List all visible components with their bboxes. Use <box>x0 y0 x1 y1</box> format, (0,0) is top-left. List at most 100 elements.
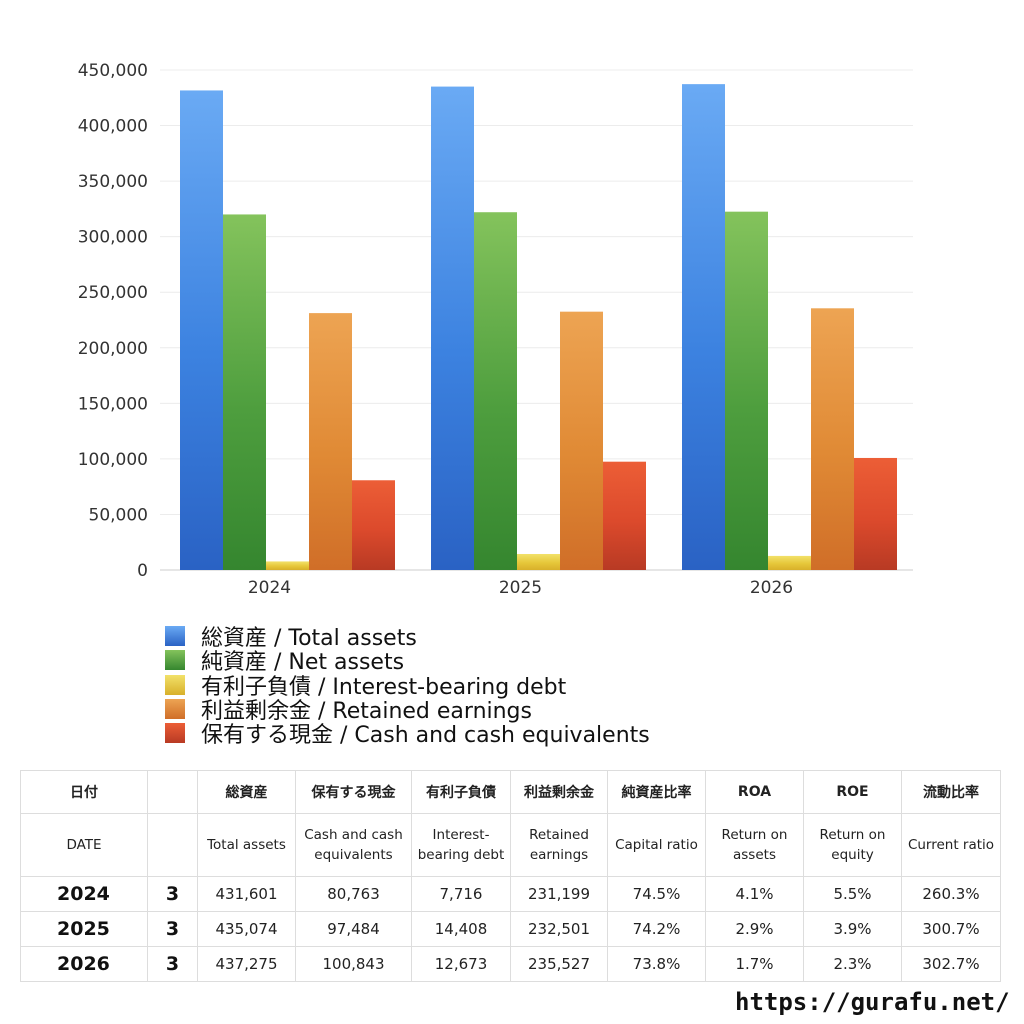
table-cell: 2026 <box>20 946 148 982</box>
table-cell: 431,601 <box>197 876 296 912</box>
y-tick-label: 350,000 <box>78 172 148 192</box>
table-cell: 3 <box>147 946 198 982</box>
legend-item: 利益剰余金 / Retained earnings <box>165 697 650 724</box>
y-tick-label: 250,000 <box>78 283 148 303</box>
bar-2026-series-3 <box>811 308 854 570</box>
grid-lines <box>160 69 913 571</box>
legend-swatch <box>165 699 185 720</box>
legend-item: 総資産 / Total assets <box>165 624 650 651</box>
y-tick-label: 150,000 <box>78 394 148 414</box>
table-cell: 100,843 <box>295 946 412 982</box>
legend-label: 有利子負債 / Interest-bearing debt <box>201 674 567 700</box>
bar-2026-series-4 <box>854 457 897 570</box>
bar-2024-series-3 <box>309 313 352 570</box>
table-cell: 97,484 <box>295 911 412 947</box>
legend-label: 保有する現金 / Cash and cash equivalents <box>201 723 650 749</box>
bar-2025-series-2 <box>517 553 560 570</box>
table-cell: 73.8% <box>607 946 706 982</box>
table-cell: 80,763 <box>295 876 412 912</box>
table-header-en: DATE Total assets Cash and cash equivalent… <box>20 813 1001 877</box>
site-url: https://gurafu.net/ <box>735 988 1010 1016</box>
table-cell: Current ratio <box>901 813 1001 877</box>
table-cell: Interest-bearing debt <box>411 813 511 877</box>
table-cell: 3 <box>147 911 198 947</box>
table-cell: Total assets <box>197 813 296 877</box>
table-header-ja: 日付 総資産 保有する現金 有利子負債 利益剰余金 純資産比率 ROA ROE 流動比率 <box>20 770 1001 814</box>
table-cell: 1.7% <box>705 946 804 982</box>
table-cell: 300.7% <box>901 911 1001 947</box>
table-row: 2025 3 435,074 97,484 14,408 232,501 74.2% 2.9%… <box>20 911 1001 947</box>
x-tick-label: 2024 <box>248 578 291 598</box>
x-axis-tick-labels: 2024 2025 2026 <box>248 578 793 598</box>
table-cell: 2.3% <box>803 946 902 982</box>
bar-2024-series-0 <box>180 90 223 571</box>
table-cell: 260.3% <box>901 876 1001 912</box>
legend-item: 保有する現金 / Cash and cash equivalents <box>165 721 650 748</box>
table-cell: 3 <box>147 876 198 912</box>
table-cell: 232,501 <box>510 911 608 947</box>
table-cell: 純資産比率 <box>607 770 706 814</box>
table-cell <box>147 813 198 877</box>
table-cell: 3.9% <box>803 911 902 947</box>
legend-swatch <box>165 723 185 744</box>
legend-swatch <box>165 650 185 671</box>
bar-2025-series-0 <box>431 86 474 570</box>
table-cell: 4.1% <box>705 876 804 912</box>
table-row: 2024 3 431,601 80,763 7,716 231,199 74.5% 4.1% 5… <box>20 876 1001 912</box>
table-cell: ROA <box>705 770 804 814</box>
table-cell: ROE <box>803 770 902 814</box>
table-cell: 14,408 <box>411 911 511 947</box>
y-tick-label: 300,000 <box>78 228 148 248</box>
table-cell: 435,074 <box>197 911 296 947</box>
table-cell: 2025 <box>20 911 148 947</box>
table-cell: 74.5% <box>607 876 706 912</box>
table-cell: 231,199 <box>510 876 608 912</box>
y-tick-label: 200,000 <box>78 339 148 359</box>
legend-swatch <box>165 626 185 647</box>
table-cell: 日付 <box>20 770 148 814</box>
table-cell: 437,275 <box>197 946 296 982</box>
table-cell: 302.7% <box>901 946 1001 982</box>
bar-chart: 0 50,000 100,000 150,000 200,000 250,000 300,0… <box>78 61 913 598</box>
x-tick-label: 2025 <box>499 578 542 598</box>
table-cell: 74.2% <box>607 911 706 947</box>
table-cell: 有利子負債 <box>411 770 511 814</box>
legend-item: 純資産 / Net assets <box>165 648 650 675</box>
y-tick-label: 400,000 <box>78 117 148 137</box>
bar-2026-series-0 <box>682 84 725 570</box>
legend-swatch <box>165 674 185 695</box>
table-cell: Return on assets <box>705 813 804 877</box>
legend-label: 総資産 / Total assets <box>201 626 417 652</box>
table-cell: 7,716 <box>411 876 511 912</box>
table-cell: 保有する現金 <box>295 770 412 814</box>
table-cell: 2024 <box>20 876 148 912</box>
table-cell <box>147 770 198 814</box>
bar-2025-series-1 <box>474 212 517 570</box>
table-cell: 235,527 <box>510 946 608 982</box>
table-row: 2026 3 437,275 100,843 12,673 235,527 73.8% 1.7… <box>20 946 1001 982</box>
table-cell: Retained earnings <box>510 813 608 877</box>
financial-table: 日付 総資産 保有する現金 有利子負債 利益剰余金 純資産比率 ROA ROE 流動比率 DATE… <box>20 770 1001 982</box>
bar-2025-series-3 <box>560 311 603 570</box>
table-cell: 12,673 <box>411 946 511 982</box>
y-tick-label: 50,000 <box>89 505 148 525</box>
bar-2024-series-4 <box>352 480 395 570</box>
table-cell: 総資産 <box>197 770 296 814</box>
legend-label: 純資産 / Net assets <box>201 650 405 676</box>
table-cell: Capital ratio <box>607 813 706 877</box>
y-axis-tick-labels: 0 50,000 100,000 150,000 200,000 250,000 300,0… <box>78 61 148 581</box>
y-tick-label: 100,000 <box>78 450 148 470</box>
bar-2024-series-1 <box>223 214 266 570</box>
table-cell: 5.5% <box>803 876 902 912</box>
table-cell: Return on equity <box>803 813 902 877</box>
legend-item: 有利子負債 / Interest-bearing debt <box>165 673 650 700</box>
legend-label: 利益剰余金 / Retained earnings <box>201 699 532 725</box>
table-cell: 利益剰余金 <box>510 770 608 814</box>
bar-2025-series-4 <box>603 461 646 570</box>
bar-2024-series-2 <box>266 561 309 570</box>
bar-2026-series-2 <box>768 555 811 570</box>
bars <box>180 84 897 571</box>
table-cell: Cash and cash equivalents <box>295 813 412 877</box>
y-tick-label: 0 <box>137 561 148 581</box>
table-cell: 2.9% <box>705 911 804 947</box>
